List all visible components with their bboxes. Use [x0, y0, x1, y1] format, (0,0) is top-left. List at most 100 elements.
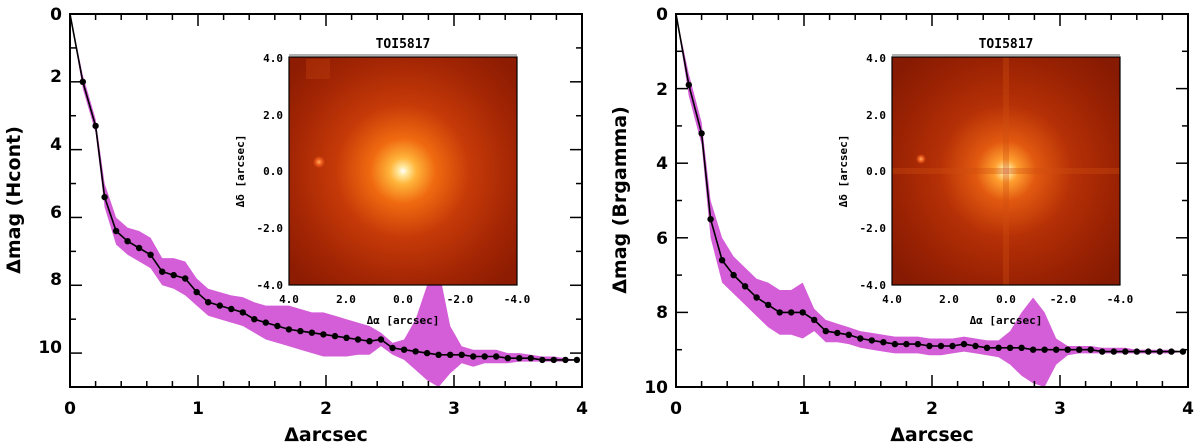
left-data-point: [251, 316, 258, 323]
left-data-point: [573, 356, 581, 364]
left-data-point: [377, 336, 385, 343]
left-y-tick-label: 8: [50, 270, 62, 290]
left-data-point: [412, 348, 419, 355]
left-data-point: [216, 302, 223, 309]
left-x-axis-title: Δarcsec: [284, 424, 368, 446]
right-data-point: [903, 340, 910, 348]
left-data-point: [400, 346, 408, 353]
left-data-point: [79, 78, 87, 86]
left-x-tick-label: 1: [192, 399, 204, 419]
right-data-point: [822, 327, 829, 335]
right-data-point: [891, 340, 899, 348]
right-inset-companion: [916, 154, 926, 164]
left-data-point: [147, 251, 154, 258]
right-data-point: [914, 340, 922, 348]
left-data-point: [343, 334, 350, 341]
left-y-tick-label: 0: [50, 5, 62, 25]
left-inset-x-tick: 4.0: [279, 293, 299, 306]
right-x-axis-title: Δarcsec: [890, 424, 974, 446]
right-data-point: [1110, 348, 1118, 355]
right-y-tick-label: 8: [656, 303, 668, 323]
left-y-tick-label: 2: [50, 67, 62, 87]
left-inset-x-tick: -4.0: [504, 293, 531, 306]
left-inset-y-tick: 0.0: [263, 165, 283, 178]
left-data-point: [112, 227, 120, 235]
right-inset-y-tick: 2.0: [866, 109, 886, 122]
left-y-tick-label: 6: [50, 203, 62, 223]
right-data-point: [1076, 346, 1083, 353]
left-inset-x-title: Δα [arcsec]: [367, 314, 440, 327]
left-data-point: [389, 344, 396, 352]
left-data-point: [92, 122, 99, 130]
right-y-tick-label: 4: [656, 154, 668, 174]
right-x-tick-label: 1: [798, 399, 810, 419]
right-inset-x-title: Δα [arcsec]: [970, 314, 1043, 327]
right-inset-y-tick: -2.0: [860, 222, 887, 235]
left-y-axis-title: Δmag (Hcont): [3, 126, 25, 274]
left-y-tick-label: 10: [38, 338, 62, 358]
right-data-point: [1145, 348, 1152, 355]
right-inset-x-tick: -4.0: [1107, 293, 1134, 306]
right-inset-y-tick: 4.0: [866, 52, 886, 65]
left-data-point: [470, 353, 477, 360]
right-data-point: [845, 331, 852, 338]
left-data-point: [101, 193, 108, 201]
left-inset-y-tick: -2.0: [257, 222, 284, 235]
left-x-tick-label: 2: [320, 399, 332, 419]
right-data-point: [983, 344, 991, 351]
left-data-point: [135, 244, 143, 252]
left-data-point: [239, 309, 246, 316]
right-inset-y-tick: -4.0: [860, 279, 887, 292]
left-data-point: [262, 319, 269, 326]
right-data-point: [1053, 346, 1060, 353]
left-data-point: [481, 353, 488, 360]
left-data-point: [308, 329, 316, 336]
right-data-point: [995, 344, 1002, 351]
left-data-point: [527, 355, 534, 362]
right-data-point: [1018, 344, 1025, 351]
right-data-point: [937, 342, 945, 350]
left-inset-title: TOI5817: [376, 37, 431, 52]
left-inset-x-tick: -2.0: [447, 293, 474, 306]
left-data-point: [493, 353, 500, 360]
right-data-point: [1156, 348, 1164, 355]
left-data-point: [458, 351, 465, 358]
left-data-point: [366, 338, 373, 345]
left-data-point: [285, 326, 293, 333]
right-x-tick-label: 3: [1054, 399, 1066, 419]
left-data-point: [182, 275, 189, 282]
right-x-tick-label: 2: [926, 399, 938, 419]
right-data-point: [730, 271, 737, 279]
left-data-point: [170, 271, 177, 279]
right-inset-y-title: Δδ [arcsec]: [837, 135, 850, 208]
left-inset-image: [289, 57, 517, 285]
right-data-point: [949, 342, 956, 350]
left-data-point: [354, 336, 362, 343]
left-data-point: [550, 356, 557, 364]
right-inset-image: [892, 57, 1120, 285]
right-error-band: [676, 14, 1183, 387]
right-data-point: [857, 335, 864, 342]
left-data-point: [124, 238, 131, 245]
left-data-point: [504, 355, 511, 362]
left-data-point: [516, 355, 523, 362]
left-inset-y-tick: 2.0: [263, 109, 283, 122]
right-data-point: [707, 216, 714, 223]
left-data-point: [331, 332, 339, 340]
right-data-point: [972, 342, 979, 350]
right-data-point: [1168, 348, 1175, 355]
right-x-tick-label: 4: [1182, 399, 1194, 419]
right-data-point: [880, 339, 887, 346]
left-y-tick-label: 4: [50, 135, 62, 155]
left-inset-x-tick: 2.0: [336, 293, 356, 306]
left-data-point: [447, 351, 454, 358]
right-x-tick-label: 0: [670, 399, 682, 419]
left-inset: TOI5817 4.0 2.0 0.0 -2.0 -4.0 4.0 2.0 0.…: [234, 37, 530, 327]
right-data-point: [1041, 346, 1048, 353]
left-data-point: [297, 327, 304, 335]
right-inset-y-tick: 0.0: [866, 165, 886, 178]
right-data-point: [788, 309, 795, 316]
left-data-point: [193, 288, 200, 296]
right-data-point: [765, 301, 772, 309]
